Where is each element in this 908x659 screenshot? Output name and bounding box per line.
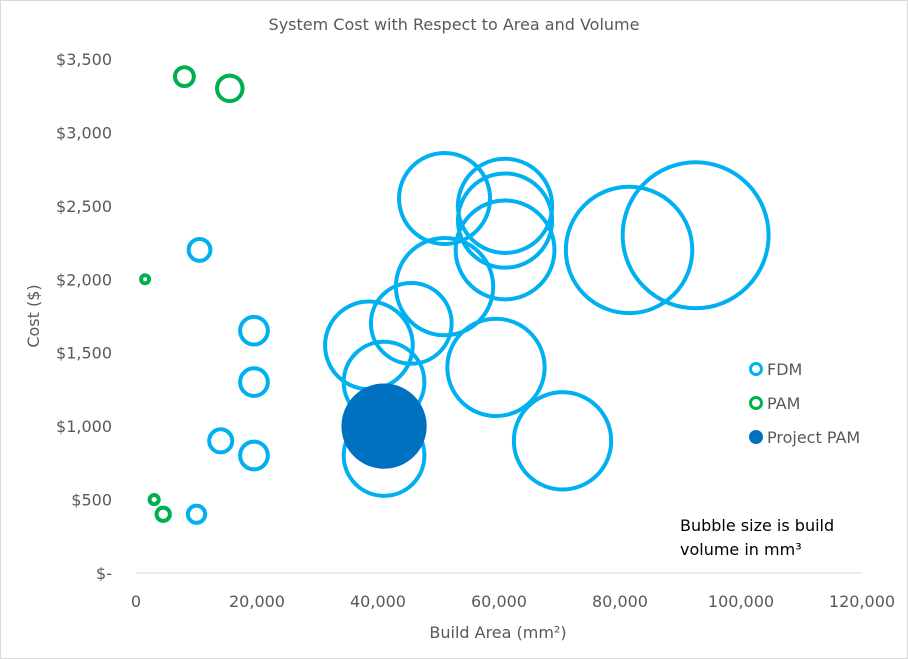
bubble-fdm xyxy=(238,314,270,347)
bubble-fdm xyxy=(455,171,555,270)
x-tick-label: 20,000 xyxy=(229,592,285,611)
legend-label: Project PAM xyxy=(767,428,860,447)
bubble-fdm xyxy=(455,156,555,255)
x-axis-title: Build Area (mm²) xyxy=(429,623,566,642)
legend-marker xyxy=(749,362,763,376)
y-tick-label: $3,000 xyxy=(56,123,112,142)
size-note-line-2: volume in mm³ xyxy=(680,540,802,559)
bubble-fdm xyxy=(445,316,547,419)
x-tick-label: 0 xyxy=(131,592,141,611)
bubble-fdm xyxy=(185,503,208,525)
legend-label: FDM xyxy=(767,360,802,379)
series-fdm xyxy=(185,151,771,525)
bubble-fdm xyxy=(393,235,496,338)
y-tick-label: $1,500 xyxy=(56,344,112,363)
bubble-fdm xyxy=(238,439,270,472)
x-tick-label: 40,000 xyxy=(350,592,406,611)
y-tick-label: $- xyxy=(96,564,112,583)
series-pam xyxy=(139,65,245,523)
x-tick-label: 120,000 xyxy=(829,592,895,611)
bubble-pam xyxy=(154,505,172,523)
bubble-fdm xyxy=(397,151,493,247)
bubble-pam xyxy=(139,273,152,286)
bubble-fdm xyxy=(453,198,557,302)
axes: 0 20,000 40,000 60,000 80,000 100,000 120,000 $… xyxy=(56,50,895,611)
y-tick-label: $500 xyxy=(71,491,112,510)
bubble-fdm xyxy=(238,366,270,398)
size-note-line-1: Bubble size is build xyxy=(680,516,834,535)
bubble-fdm xyxy=(620,160,771,311)
legend-label: PAM xyxy=(767,394,800,413)
y-tick-label: $3,500 xyxy=(56,50,112,69)
bubble-fdm xyxy=(186,237,213,263)
bubble-pam xyxy=(172,65,196,89)
chart-title: System Cost with Respect to Area and Vol… xyxy=(269,15,640,34)
x-tick-label: 100,000 xyxy=(708,592,774,611)
bubble-fdm xyxy=(368,281,454,366)
legend-marker xyxy=(749,396,763,410)
legend: FDM PAM Project PAM xyxy=(749,360,860,447)
bubbles xyxy=(139,65,771,525)
bubble-fdm xyxy=(563,184,695,316)
y-axis-title: Cost ($) xyxy=(24,284,43,347)
y-tick-label: $2,000 xyxy=(56,270,112,289)
bubble-fdm xyxy=(511,390,614,492)
bubble-fdm xyxy=(207,427,235,455)
y-tick-label: $2,500 xyxy=(56,197,112,216)
size-note: Bubble size is build volume in mm³ xyxy=(680,516,839,559)
y-tick-label: $1,000 xyxy=(56,417,112,436)
bubble-project-pam xyxy=(341,383,427,469)
bubble-pam xyxy=(215,73,245,104)
legend-marker xyxy=(749,430,763,444)
x-tick-label: 80,000 xyxy=(592,592,648,611)
series-project-pam xyxy=(341,383,427,469)
x-tick-label: 60,000 xyxy=(471,592,527,611)
bubble-pam xyxy=(147,493,161,507)
